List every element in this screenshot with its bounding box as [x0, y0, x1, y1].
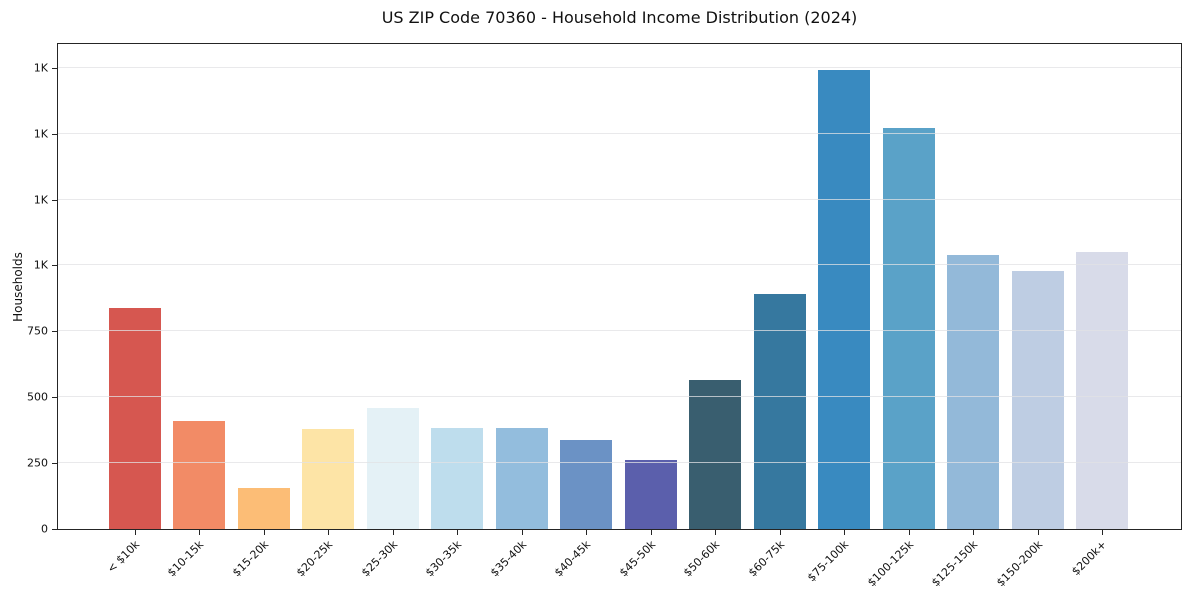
bar-25-30k: [366, 408, 419, 529]
x-tick-mark: [521, 530, 523, 535]
gridline-y-250: [58, 462, 1181, 464]
y-tick-mark: [52, 199, 57, 201]
x-tick-label: $40-45k: [552, 538, 594, 580]
x-tick-mark: [328, 530, 330, 535]
y-tick-mark: [52, 397, 57, 399]
plot-area: [57, 43, 1182, 530]
x-tick-label: $20-25k: [294, 538, 336, 580]
y-tick-mark: [52, 133, 57, 135]
x-tick-label: $35-40k: [487, 538, 529, 580]
x-tick-mark: [650, 530, 652, 535]
x-tick-mark: [134, 530, 136, 535]
x-tick-label: $100-125k: [864, 538, 916, 590]
gridline-y-750: [58, 330, 1181, 332]
x-tick-label: $25-30k: [358, 538, 400, 580]
gridline-y-1750: [58, 66, 1181, 68]
x-tick-label: $10-15k: [165, 538, 207, 580]
bar-35-40k: [495, 427, 548, 529]
x-tick-label: < $10k: [104, 538, 143, 576]
y-tick-label: 1K: [33, 127, 48, 141]
bar-150-200k: [1011, 270, 1064, 529]
x-tick-label: $150-200k: [993, 538, 1045, 590]
x-tick-label: $200k+: [1069, 538, 1110, 579]
x-tick-mark: [844, 530, 846, 535]
y-tick-mark: [52, 265, 57, 267]
bar-125-150k: [947, 254, 1000, 529]
x-tick-label: $125-150k: [929, 538, 981, 590]
bar-10-15k: [173, 420, 226, 529]
gridline-y-500: [58, 396, 1181, 398]
x-tick-mark: [779, 530, 781, 535]
bar-75-100k: [818, 70, 871, 529]
gridline-y-1250: [58, 198, 1181, 200]
x-tick-mark: [457, 530, 459, 535]
bar-10k: [108, 307, 161, 529]
bar-15-20k: [237, 488, 290, 529]
x-tick-mark: [199, 530, 201, 535]
x-tick-mark: [1102, 530, 1104, 535]
y-tick-label: 0: [41, 522, 48, 536]
y-tick-mark: [52, 67, 57, 69]
x-tick-label: $45-50k: [616, 538, 658, 580]
x-tick-mark: [973, 530, 975, 535]
chart-title: US ZIP Code 70360 - Household Income Dis…: [381, 8, 858, 27]
bar-45-50k: [624, 460, 677, 529]
y-tick-label: 1K: [33, 61, 48, 75]
y-tick-label: 750: [27, 324, 48, 338]
x-tick-label: $50-60k: [681, 538, 723, 580]
x-tick-mark: [392, 530, 394, 535]
x-tick-mark: [908, 530, 910, 535]
x-tick-label: $75-100k: [805, 538, 852, 585]
y-tick-mark: [52, 529, 57, 530]
bar-20-25k: [302, 428, 355, 529]
bar-40-45k: [560, 440, 613, 529]
x-tick-label: $30-35k: [423, 538, 465, 580]
x-tick-mark: [1037, 530, 1039, 535]
x-tick-mark: [715, 530, 717, 535]
gridline-y-1000: [58, 264, 1181, 266]
x-tick-mark: [586, 530, 588, 535]
x-tick-label: $60-75k: [745, 538, 787, 580]
x-tick-label: $15-20k: [229, 538, 272, 580]
bar-100-125k: [882, 128, 935, 529]
bar-200k+: [1076, 252, 1129, 529]
bar-30-35k: [431, 427, 484, 529]
y-tick-label: 1K: [33, 258, 48, 272]
y-tick-label: 250: [27, 456, 48, 470]
x-tick-mark: [263, 530, 265, 535]
bar-60-75k: [753, 294, 806, 529]
bar-50-60k: [689, 380, 742, 529]
y-tick-mark: [52, 463, 57, 465]
gridline-y-1500: [58, 132, 1181, 134]
y-tick-label: 500: [27, 390, 48, 404]
y-tick-label: 1K: [33, 193, 48, 207]
y-tick-mark: [52, 331, 57, 333]
